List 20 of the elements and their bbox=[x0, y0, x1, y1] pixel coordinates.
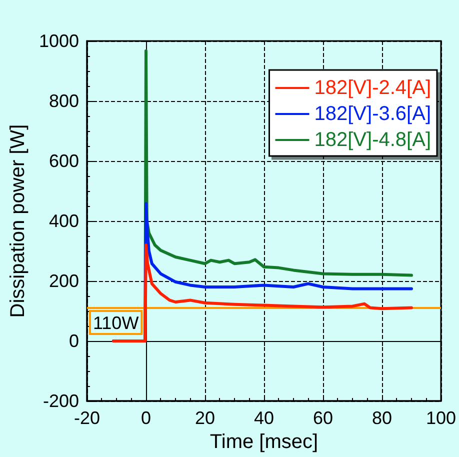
x-axis-title: Time [msec] bbox=[210, 430, 318, 453]
legend-label: 182[V]-2.4[A] bbox=[314, 77, 432, 99]
x-tick-label: 0 bbox=[140, 408, 152, 428]
y-axis-title: Dissipation power [W] bbox=[7, 124, 30, 318]
y-tick-label: 400 bbox=[48, 211, 79, 231]
y-tick-label: 1000 bbox=[38, 31, 79, 51]
legend-label: 182[V]-4.8[A] bbox=[314, 129, 432, 151]
y-tick-label: 200 bbox=[48, 271, 79, 291]
ref-line-label: 110W bbox=[93, 313, 139, 333]
x-tick-label: 60 bbox=[312, 408, 334, 428]
legend-label: 182[V]-3.6[A] bbox=[314, 103, 432, 125]
x-tick-label: 20 bbox=[194, 408, 216, 428]
x-tick-label: 80 bbox=[372, 408, 392, 428]
y-tick-label: 0 bbox=[68, 331, 79, 351]
x-tick-label: 100 bbox=[426, 408, 456, 428]
y-tick-label: 800 bbox=[48, 91, 79, 111]
y-tick-label: -200 bbox=[42, 391, 79, 411]
x-tick-label: -20 bbox=[74, 408, 100, 428]
x-tick-label: 40 bbox=[254, 408, 274, 428]
y-tick-label: 600 bbox=[48, 151, 79, 171]
